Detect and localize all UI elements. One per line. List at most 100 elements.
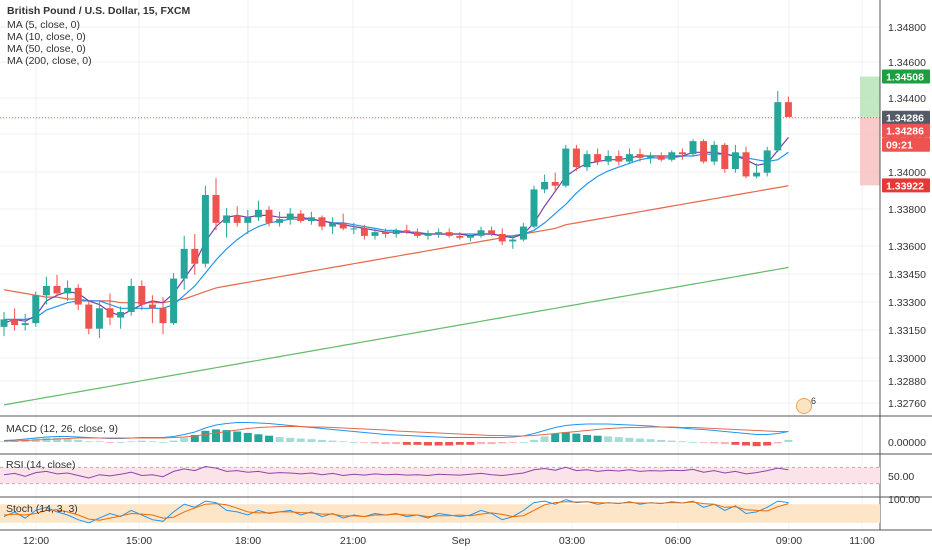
macd-histogram-bar xyxy=(349,442,358,443)
macd-histogram-bar xyxy=(636,438,644,442)
y-tick-label: 1.34600 xyxy=(888,57,926,69)
macd-histogram-bar xyxy=(339,441,348,443)
legend-ma200[interactable]: MA (200, close, 0) xyxy=(7,55,92,67)
entry-price-label: 1.34286 xyxy=(886,126,924,138)
macd-histogram-bar xyxy=(614,437,623,442)
stoch-pane-label[interactable]: Stoch (14, 3, 3) xyxy=(6,503,78,515)
candle-body xyxy=(212,195,220,223)
macd-histogram-bar xyxy=(646,439,655,442)
x-tick-label: 18:00 xyxy=(235,535,261,547)
macd-histogram-bar xyxy=(180,437,189,442)
x-tick-label: 21:00 xyxy=(340,535,366,547)
candle-body xyxy=(392,230,400,234)
macd-histogram-bar xyxy=(604,436,613,442)
macd-histogram-bar xyxy=(159,442,167,443)
candle-body xyxy=(774,102,782,151)
macd-histogram-bar xyxy=(519,442,528,443)
candle-body xyxy=(509,239,517,242)
ma50-line xyxy=(3,185,789,304)
candle-body xyxy=(689,141,697,155)
macd-histogram-bar xyxy=(318,439,326,442)
candle-body xyxy=(763,150,771,173)
candle-body xyxy=(678,152,686,155)
candle-body xyxy=(265,209,273,223)
stoch-d-line xyxy=(3,501,789,521)
legend-ma10[interactable]: MA (10, close, 0) xyxy=(7,31,86,43)
stop-price-label: 1.33922 xyxy=(886,180,924,192)
macd-histogram-bar xyxy=(710,442,719,444)
stop-zone xyxy=(860,117,880,186)
rsi-axis-label: 50.00 xyxy=(888,471,914,483)
candle-body xyxy=(700,141,708,162)
candle-body xyxy=(191,248,199,264)
macd-histogram-bar xyxy=(466,442,475,445)
macd-histogram-bar xyxy=(508,442,517,443)
candle-body xyxy=(668,152,676,160)
macd-histogram-bar xyxy=(773,442,782,444)
candle-body xyxy=(42,286,50,296)
candle-body xyxy=(106,308,114,318)
candle-body xyxy=(604,156,612,162)
macd-axis-label: 0.00000 xyxy=(888,437,926,449)
y-tick-label: 1.33800 xyxy=(888,204,926,216)
macd-histogram-bar xyxy=(190,435,199,442)
x-tick-label: 12:00 xyxy=(23,535,49,547)
macd-histogram-bar xyxy=(371,442,379,444)
y-tick-label: 1.33450 xyxy=(888,269,926,281)
candle-body xyxy=(710,144,718,162)
candle-body xyxy=(148,304,156,309)
candle-body xyxy=(0,319,8,327)
macd-histogram-bar xyxy=(212,429,220,442)
calendar-event-icon[interactable] xyxy=(796,398,812,414)
stoch-axis-label: 100.00 xyxy=(888,494,920,506)
macd-histogram-bar xyxy=(731,442,740,445)
candle-body xyxy=(201,195,209,264)
macd-histogram-bar xyxy=(699,442,708,443)
candle-body xyxy=(615,156,623,162)
candle-body xyxy=(297,213,305,221)
macd-histogram-bar xyxy=(392,442,401,445)
candle-body xyxy=(117,312,125,318)
rsi-pane-label[interactable]: RSI (14, close) xyxy=(6,459,76,471)
legend-ma50[interactable]: MA (50, close, 0) xyxy=(7,43,86,55)
candle-body xyxy=(329,222,337,227)
candle-body xyxy=(742,152,750,177)
macd-histogram-bar xyxy=(434,442,443,446)
x-tick-label: 11:00 xyxy=(849,535,875,547)
candle-body xyxy=(403,230,411,233)
y-tick-label: 1.32880 xyxy=(888,376,926,388)
chart-title: British Pound / U.S. Dollar, 15, FXCM xyxy=(7,5,191,17)
candle-body xyxy=(551,182,559,186)
legend-ma5[interactable]: MA (5, close, 0) xyxy=(7,19,80,31)
macd-histogram-bar xyxy=(657,439,666,442)
macd-histogram-bar xyxy=(625,437,634,442)
macd-histogram-bar xyxy=(561,432,570,442)
candle-body xyxy=(85,304,93,329)
macd-histogram-bar xyxy=(116,442,125,443)
y-tick-label: 1.33300 xyxy=(888,297,926,309)
candle-body xyxy=(170,278,178,324)
candle-body xyxy=(583,154,591,168)
candle-body xyxy=(435,232,443,234)
macd-histogram-bar xyxy=(296,438,305,442)
macd-histogram-bar xyxy=(95,441,104,443)
candle-body xyxy=(784,102,792,117)
rsi-line xyxy=(3,465,789,479)
macd-histogram-bar xyxy=(784,439,793,442)
macd-histogram-bar xyxy=(275,437,284,442)
macd-histogram-bar xyxy=(445,442,454,446)
candle-body xyxy=(127,286,135,312)
macd-pane-label[interactable]: MACD (12, 26, close, 9) xyxy=(6,423,119,435)
macd-histogram-bar xyxy=(413,442,422,445)
candle-body xyxy=(753,172,761,177)
target-price-label: 1.34508 xyxy=(886,72,924,84)
macd-histogram-bar xyxy=(286,437,295,442)
macd-histogram-bar xyxy=(498,442,507,444)
candle-body xyxy=(53,286,61,294)
macd-histogram-bar xyxy=(53,437,61,442)
candle-body xyxy=(562,148,570,186)
macd-histogram-bar xyxy=(0,441,8,443)
macd-histogram-bar xyxy=(530,439,538,442)
candle-body xyxy=(11,319,19,325)
